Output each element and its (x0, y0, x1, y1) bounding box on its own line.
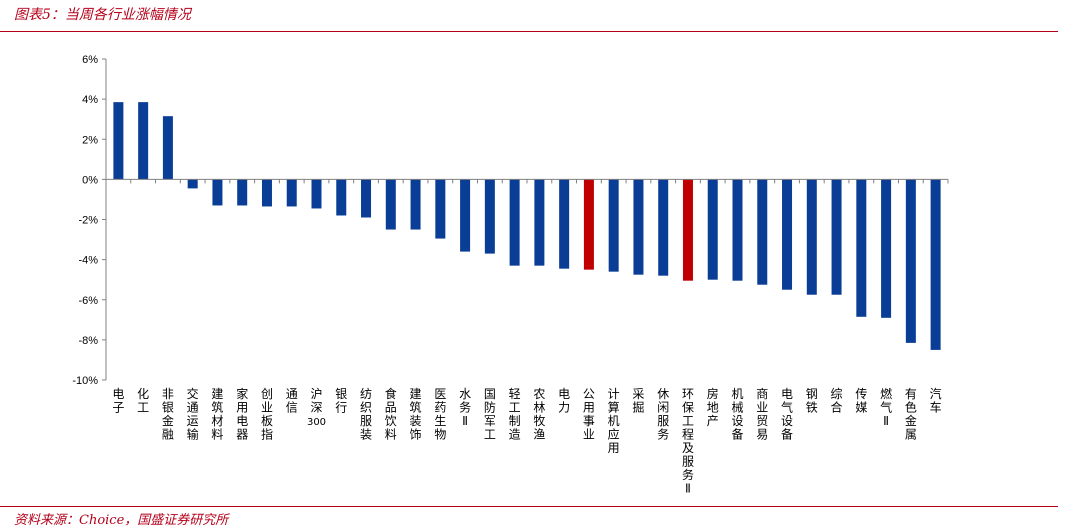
category-label: 房地产 (707, 386, 719, 428)
y-tick-label: -6% (78, 295, 98, 307)
bar (930, 179, 941, 350)
category-label: 食品饮料 (385, 386, 397, 442)
top-divider (0, 31, 1058, 32)
category-label: 沪深 300 (307, 387, 326, 428)
category-label: 电气设备 (781, 387, 793, 442)
category-label: 采掘 (632, 387, 644, 415)
category-label: 家用电器 (236, 386, 248, 442)
category-label: 建筑装饰 (410, 387, 422, 442)
category-label: 交通运输 (187, 386, 199, 442)
category-label: 有色金属 (905, 387, 917, 442)
category-label: 传媒 (855, 386, 867, 415)
bar (361, 179, 372, 218)
category-label: 轻工制造 (509, 387, 521, 442)
bar (138, 102, 149, 180)
category-label: 医药生物 (434, 387, 446, 442)
bar (782, 179, 793, 290)
bar (757, 179, 768, 285)
bar (460, 179, 471, 252)
bar (534, 179, 545, 266)
bar (336, 179, 347, 216)
bar (162, 116, 173, 180)
category-label: 电力 (558, 387, 570, 415)
category-label: 机械设备 (731, 387, 743, 442)
bottom-divider (0, 506, 1058, 507)
bar (608, 179, 619, 272)
bar (905, 179, 916, 343)
bar (435, 179, 446, 239)
category-label: 创业板指 (261, 387, 273, 442)
bar (311, 179, 322, 209)
bar (658, 179, 669, 276)
y-tick-label: -2% (78, 215, 98, 227)
bar (385, 179, 396, 230)
bar (261, 179, 272, 207)
category-label: 化工 (137, 387, 149, 415)
bar (806, 179, 817, 295)
bar (484, 179, 495, 254)
category-label: 水务 Ⅱ (459, 387, 471, 428)
bar (732, 179, 743, 281)
category-label: 公用事业 (583, 387, 595, 442)
bar (113, 102, 124, 180)
category-label: 环保工程及服务 Ⅱ (682, 387, 694, 496)
y-tick-label: 4% (82, 94, 98, 106)
category-label: 计算机应用 (608, 387, 620, 455)
category-label: 银行 (335, 387, 347, 415)
bar (831, 179, 842, 295)
chart-title: 图表5：当周各行业涨幅情况 (14, 7, 191, 23)
bar (707, 179, 718, 280)
y-tick-label: 0% (82, 174, 98, 186)
category-label: 电子 (112, 387, 124, 415)
category-label: 非银金融 (162, 387, 174, 442)
bar (509, 179, 520, 266)
source-note: 资料来源：Choice，国盛证券研究所 (14, 513, 229, 528)
category-label: 汽车 (930, 386, 942, 415)
category-label: 钢铁 (806, 387, 818, 415)
category-label: 建筑材料 (211, 387, 223, 442)
bar (187, 179, 198, 189)
category-label: 商业贸易 (756, 386, 768, 442)
category-label: 燃气 Ⅱ (880, 386, 892, 428)
category-label: 休闲服务 (657, 387, 669, 442)
category-label: 国防军工 (484, 387, 496, 442)
bar (856, 179, 867, 317)
y-tick-label: -8% (78, 335, 98, 347)
category-label: 农林牧渔 (533, 387, 545, 442)
bar (682, 179, 693, 281)
bar (410, 179, 421, 230)
bar (633, 179, 644, 275)
bar (237, 179, 248, 206)
bar (881, 179, 892, 318)
category-label: 通信 (286, 387, 298, 415)
y-tick-label: 6% (82, 54, 98, 66)
bar (583, 179, 594, 270)
category-label: 综合 (831, 387, 843, 415)
category-label: 纺织服装 (360, 387, 372, 442)
y-tick-label: 2% (82, 134, 98, 146)
bar (212, 179, 223, 206)
y-tick-label: -10% (72, 375, 98, 387)
bar (559, 179, 570, 269)
y-tick-label: -4% (78, 255, 98, 267)
bar (286, 179, 297, 207)
